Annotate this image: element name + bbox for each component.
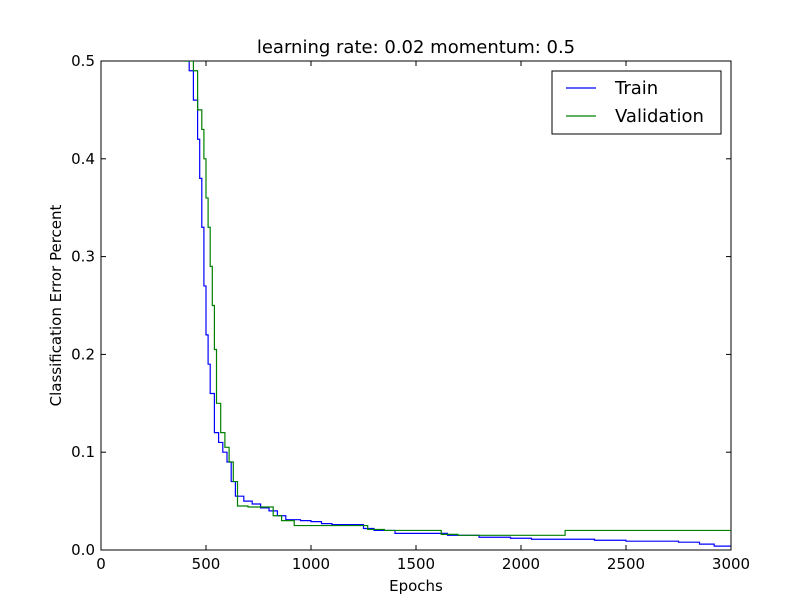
y-tick-label: 0.3	[71, 248, 95, 266]
x-tick-label: 2000	[502, 555, 540, 573]
series-layer	[185, 61, 731, 547]
legend-box	[551, 70, 722, 135]
ticks-layer: 0 500 1000 1500 2000 2500 3000 0.0 0.1 0.2 0.3 0.4 0…	[71, 52, 750, 573]
x-tick-label: 0	[96, 555, 106, 573]
legend: Train Validation	[551, 70, 722, 135]
x-tick-label: 1000	[292, 555, 330, 573]
series-line-train	[185, 61, 731, 547]
legend-label-train: Train	[614, 78, 658, 99]
y-tick-label: 0.5	[71, 52, 95, 70]
y-tick-label: 0.2	[71, 345, 95, 363]
x-tick-label: 500	[192, 555, 221, 573]
x-tick-label: 3000	[712, 555, 750, 573]
x-axis-label: Epochs	[389, 577, 443, 595]
y-tick-label: 0.4	[71, 150, 95, 168]
x-tick-label: 2500	[607, 555, 645, 573]
y-tick-label: 0.1	[71, 443, 95, 461]
legend-label-validation: Validation	[615, 106, 704, 127]
y-axis-label: Classification Error Percent	[47, 204, 65, 406]
chart-title: learning rate: 0.02 momentum: 0.5	[257, 37, 575, 58]
series-line-validation	[185, 61, 731, 536]
x-tick-label: 1500	[397, 555, 435, 573]
y-tick-label: 0.0	[71, 541, 95, 559]
